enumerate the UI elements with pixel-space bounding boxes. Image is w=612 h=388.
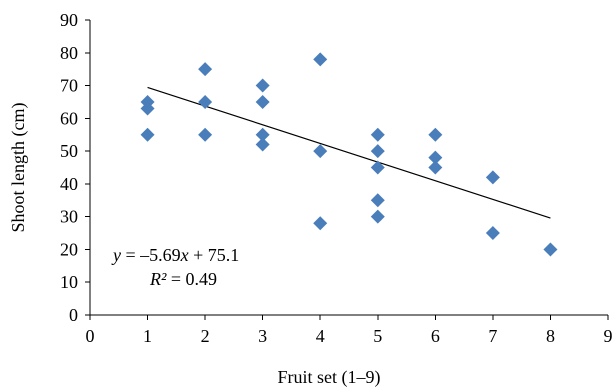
x-tick-label: 3 [258, 326, 267, 346]
data-point-marker [255, 137, 270, 152]
trendline-layer [147, 86, 551, 219]
equation-intercept-text: + 75.1 [189, 245, 240, 265]
data-point-marker [428, 150, 443, 165]
data-point-marker [255, 78, 270, 93]
trendline [147, 86, 551, 219]
axes-layer [89, 20, 608, 316]
y-tick-label: 80 [60, 43, 78, 63]
data-point-marker [370, 127, 385, 142]
x-tick-label: 9 [604, 326, 612, 346]
equation-x-symbol: x [180, 245, 189, 265]
y-tick-label: 0 [69, 305, 78, 325]
y-tick-label: 20 [60, 239, 78, 259]
equation-slope-text: = –5.69 [121, 245, 181, 265]
data-point-marker [198, 62, 213, 77]
y-tick-label: 40 [60, 174, 78, 194]
data-point-marker [428, 127, 443, 142]
x-tick-label: 8 [546, 326, 555, 346]
r-squared-label: R² = 0.49 [149, 269, 217, 289]
x-tick-label: 4 [316, 326, 325, 346]
points-layer [140, 52, 558, 257]
data-point-marker [485, 170, 500, 185]
y-tick-label: 50 [60, 141, 78, 161]
data-point-marker [140, 101, 155, 116]
data-point-marker [370, 193, 385, 208]
data-point-marker [255, 94, 270, 109]
y-tick-label: 30 [60, 207, 78, 227]
data-point-marker [313, 52, 328, 67]
y-tick-label: 10 [60, 272, 78, 292]
data-point-marker [543, 242, 558, 257]
data-point-marker [140, 127, 155, 142]
data-point-marker [313, 144, 328, 159]
y-tick-label: 70 [60, 76, 78, 96]
data-point-marker [198, 127, 213, 142]
x-tick-label: 0 [86, 326, 95, 346]
data-point-marker [313, 216, 328, 231]
data-point-marker [485, 226, 500, 241]
r-squared-symbol: R² [149, 269, 167, 289]
x-axis-title: Fruit set (1–9) [278, 367, 381, 388]
data-point-marker [198, 94, 213, 109]
x-tick-label: 5 [373, 326, 382, 346]
equation-y-symbol: y [111, 245, 121, 265]
y-axis-title: Shoot length (cm) [8, 103, 29, 233]
data-point-marker [370, 144, 385, 159]
x-tick-label: 2 [201, 326, 210, 346]
x-tick-label: 1 [143, 326, 152, 346]
data-point-marker [370, 209, 385, 224]
data-point-marker [428, 160, 443, 175]
x-tick-label: 7 [488, 326, 497, 346]
y-tick-label: 60 [60, 108, 78, 128]
data-point-marker [255, 127, 270, 142]
y-tick-label: 90 [60, 10, 78, 30]
data-point-marker [370, 160, 385, 175]
r-squared-value: = 0.49 [166, 269, 217, 289]
equation-label: y = –5.69x + 75.1 [111, 245, 239, 265]
x-tick-label: 6 [431, 326, 440, 346]
